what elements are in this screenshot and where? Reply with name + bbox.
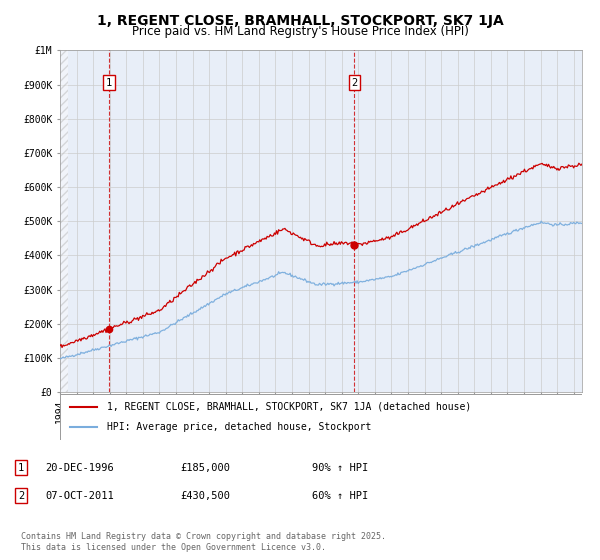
Text: 1: 1 (106, 78, 112, 88)
Text: 2: 2 (352, 78, 358, 88)
Text: Contains HM Land Registry data © Crown copyright and database right 2025.
This d: Contains HM Land Registry data © Crown c… (21, 532, 386, 552)
Text: 07-OCT-2011: 07-OCT-2011 (45, 491, 114, 501)
Text: 20-DEC-1996: 20-DEC-1996 (45, 463, 114, 473)
Text: 90% ↑ HPI: 90% ↑ HPI (312, 463, 368, 473)
Text: 60% ↑ HPI: 60% ↑ HPI (312, 491, 368, 501)
Text: HPI: Average price, detached house, Stockport: HPI: Average price, detached house, Stoc… (107, 422, 371, 432)
Text: £430,500: £430,500 (180, 491, 230, 501)
Text: 2: 2 (18, 491, 24, 501)
Bar (60, 50, 68, 392)
Text: 1: 1 (18, 463, 24, 473)
Text: £185,000: £185,000 (180, 463, 230, 473)
Text: Price paid vs. HM Land Registry's House Price Index (HPI): Price paid vs. HM Land Registry's House … (131, 25, 469, 38)
Text: 1, REGENT CLOSE, BRAMHALL, STOCKPORT, SK7 1JA (detached house): 1, REGENT CLOSE, BRAMHALL, STOCKPORT, SK… (107, 402, 471, 412)
Text: 1, REGENT CLOSE, BRAMHALL, STOCKPORT, SK7 1JA: 1, REGENT CLOSE, BRAMHALL, STOCKPORT, SK… (97, 14, 503, 28)
